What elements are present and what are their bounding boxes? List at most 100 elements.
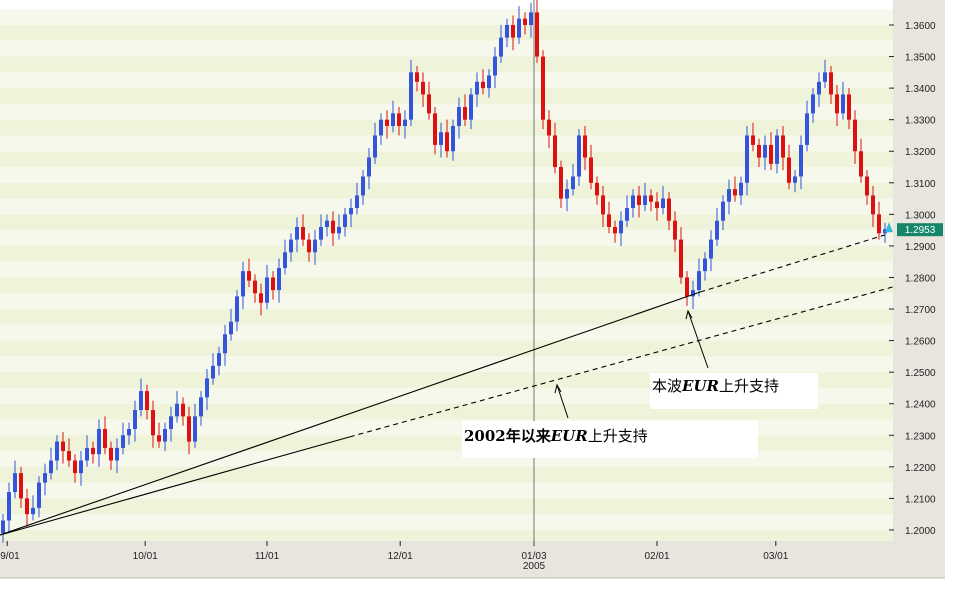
candle-body — [619, 220, 623, 234]
candle — [67, 438, 71, 467]
candle — [595, 176, 599, 205]
candle-body — [571, 176, 575, 190]
candle-body — [883, 229, 887, 234]
band — [0, 151, 893, 168]
candle — [679, 226, 683, 284]
trendline-solid — [0, 436, 350, 536]
candle-body — [235, 296, 239, 322]
candle — [115, 438, 119, 474]
candle — [553, 122, 557, 174]
candle-body — [409, 72, 413, 120]
candle-body — [625, 208, 629, 221]
time-tick-label: 09/01 — [0, 551, 20, 562]
candle — [379, 113, 383, 145]
candle — [871, 185, 875, 227]
candle — [487, 69, 491, 98]
candle — [265, 264, 269, 310]
candle — [877, 201, 881, 240]
band — [0, 88, 893, 104]
candle-body — [451, 125, 455, 152]
candle-body — [487, 75, 491, 89]
candle — [661, 185, 665, 215]
candle-body — [265, 277, 269, 303]
candle-body — [121, 435, 125, 448]
trendline-solid — [0, 291, 701, 536]
candle — [199, 391, 203, 426]
band — [0, 167, 893, 183]
candle — [217, 346, 221, 376]
time-tick-label: 03/01 — [763, 551, 788, 562]
band — [0, 529, 893, 541]
candle — [73, 454, 77, 483]
band — [0, 25, 893, 41]
candle — [751, 122, 755, 152]
candle-body — [769, 144, 773, 164]
candle-body — [37, 482, 41, 508]
candle-body — [85, 447, 89, 461]
candle — [19, 466, 23, 508]
candle — [157, 422, 161, 448]
band — [0, 214, 893, 231]
candle — [565, 179, 569, 212]
candle — [763, 135, 767, 171]
candle — [607, 201, 611, 234]
candle — [313, 230, 317, 265]
candle-body — [211, 365, 215, 379]
candle-body — [793, 176, 797, 183]
candle-body — [745, 135, 749, 183]
candle-body — [79, 460, 83, 474]
candle — [697, 258, 701, 297]
candle — [343, 208, 347, 237]
candle-body — [19, 473, 23, 499]
band — [0, 245, 893, 262]
candle — [169, 406, 173, 442]
candle-body — [445, 132, 449, 152]
trendlines — [0, 234, 893, 536]
candle-body — [337, 226, 341, 234]
candle — [439, 122, 443, 158]
candle — [505, 18, 509, 48]
candle — [97, 419, 101, 467]
candle — [397, 107, 401, 136]
candle — [253, 274, 257, 303]
candle-body — [109, 447, 113, 461]
candle-body — [463, 107, 467, 120]
candle — [541, 50, 545, 130]
candle — [37, 476, 41, 518]
time-tick-label: 02/01 — [644, 551, 669, 562]
candle-body — [301, 226, 305, 240]
candle — [307, 233, 311, 262]
candle — [529, 2, 533, 38]
candle-body — [763, 144, 767, 158]
candle — [811, 88, 815, 123]
candle-body — [127, 428, 131, 436]
band — [0, 230, 893, 246]
candle — [43, 463, 47, 496]
candle-body — [691, 290, 695, 297]
candle-body — [865, 176, 869, 196]
candle-body — [661, 198, 665, 209]
candle-body — [355, 195, 359, 209]
candle-body — [541, 56, 545, 120]
candle — [331, 211, 335, 246]
candle — [349, 198, 353, 227]
candle — [805, 100, 809, 152]
price-tick-label: 1.2700 — [905, 305, 936, 316]
candle — [271, 271, 275, 300]
candle — [175, 391, 179, 423]
candle-body — [727, 189, 731, 202]
candle — [283, 239, 287, 275]
candle — [259, 283, 263, 316]
candle-body — [649, 195, 653, 202]
candle — [85, 435, 89, 467]
candle — [523, 12, 527, 35]
candle-body — [751, 135, 755, 145]
candle — [151, 400, 155, 448]
candle — [367, 148, 371, 190]
candle-body — [817, 81, 821, 95]
candle — [481, 69, 485, 95]
time-tick-year: 2005 — [523, 561, 546, 572]
candle — [211, 353, 215, 385]
time-axis-panel — [0, 541, 945, 578]
candle-body — [697, 271, 701, 291]
